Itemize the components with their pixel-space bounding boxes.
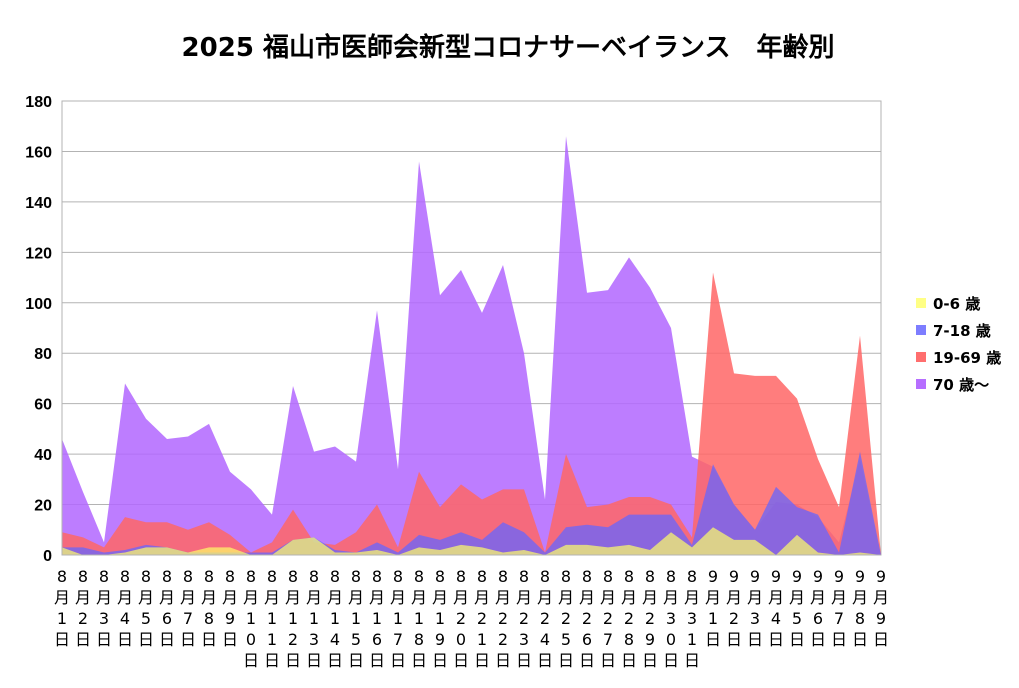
series-area-3 (62, 527, 881, 555)
legend: 0-6 歳 7-18 歳 19-69 歳 70 歳～ (916, 295, 1001, 394)
y-tick-label: 140 (25, 195, 52, 212)
y-tick-label: 40 (34, 447, 52, 464)
legend-swatch (916, 352, 926, 362)
y-tick-labels: 0 20 40 60 80 100 120 140 160 180 (25, 94, 52, 565)
y-tick-label: 180 (25, 94, 52, 111)
y-tick-label: 120 (25, 245, 52, 262)
axes (61, 101, 881, 556)
y-tick-label: 80 (34, 346, 52, 363)
x-tick-labels: 8 月 1 日 8 月 2 日 8 月 3 日 8 月 4 日 8 月 5 日 8 月 6 日 8 月 7 日 8 月 8 日 8 月 9 日 8 月 1 0… (54, 567, 889, 670)
y-tick-label: 60 (34, 397, 52, 414)
legend-swatch (916, 379, 926, 389)
y-tick-label: 0 (43, 548, 52, 565)
y-tick-label: 20 (34, 498, 52, 515)
legend-swatch (916, 298, 926, 308)
series-area-0 (62, 136, 881, 555)
series-areas (62, 136, 881, 555)
y-tick-label: 160 (25, 144, 52, 161)
legend-swatch (916, 325, 926, 335)
legend-label: 19-69 歳 (933, 349, 1001, 367)
y-tick-label: 100 (25, 296, 52, 313)
series-area-2 (62, 451, 881, 555)
legend-label: 0-6 歳 (933, 295, 980, 313)
legend-label: 70 歳～ (933, 376, 989, 394)
legend-label: 7-18 歳 (933, 322, 991, 340)
chart-title: 2025 福山市医師会新型コロナサーベイランス 年齢別 (182, 32, 835, 63)
